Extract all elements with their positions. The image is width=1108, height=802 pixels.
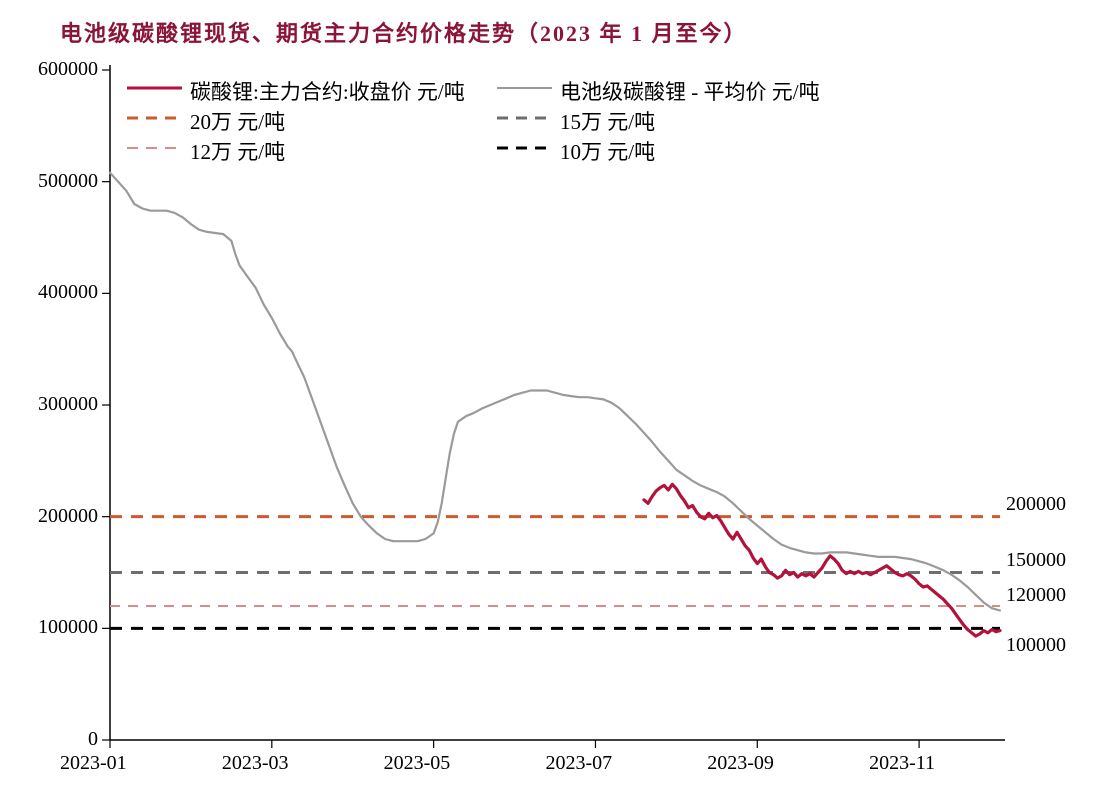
legend-label: 10万 元/吨 (560, 136, 655, 166)
y-tick-label: 200000 (8, 505, 98, 528)
x-tick-label: 2023-03 (222, 752, 332, 775)
legend-label: 碳酸锂:主力合约:收盘价 元/吨 (190, 76, 465, 106)
y-tick-label: 100000 (8, 616, 98, 639)
y-tick-label: 600000 (8, 58, 98, 81)
legend-label: 15万 元/吨 (560, 106, 655, 136)
series-futures_main (644, 484, 1000, 636)
y-tick-label: 0 (8, 728, 98, 751)
ref-line-label: 150000 (1006, 549, 1066, 572)
ref-line-label: 200000 (1006, 493, 1066, 516)
x-tick-label: 2023-01 (60, 752, 170, 775)
x-tick-label: 2023-11 (869, 752, 979, 775)
x-tick-label: 2023-09 (707, 752, 817, 775)
chart-svg (0, 0, 1108, 802)
legend-label: 20万 元/吨 (190, 106, 285, 136)
x-tick-label: 2023-05 (384, 752, 494, 775)
ref-line-label: 100000 (1006, 634, 1066, 657)
ref-line-label: 120000 (1006, 584, 1066, 607)
y-tick-label: 400000 (8, 281, 98, 304)
y-tick-label: 500000 (8, 170, 98, 193)
legend-label: 12万 元/吨 (190, 136, 285, 166)
legend-label: 电池级碳酸锂 - 平均价 元/吨 (560, 76, 820, 106)
x-tick-label: 2023-07 (545, 752, 655, 775)
series-spot_avg (110, 173, 1000, 611)
y-tick-label: 300000 (8, 393, 98, 416)
chart-root: 电池级碳酸锂现货、期货主力合约价格走势（2023 年 1 月至今） 010000… (0, 0, 1108, 802)
